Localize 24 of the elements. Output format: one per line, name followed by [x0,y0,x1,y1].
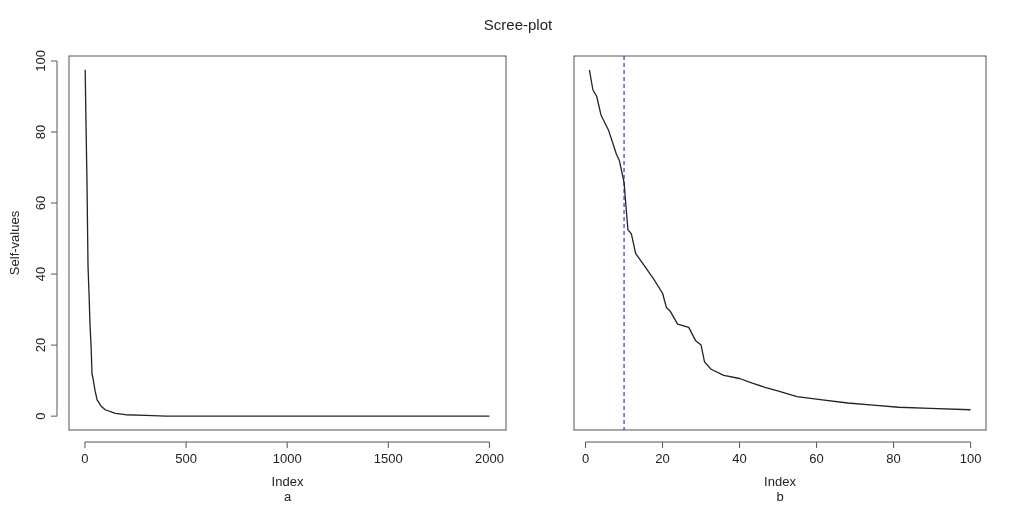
x-tick-label: 80 [886,451,901,466]
line-series [84,69,491,417]
y-tick-label: 60 [33,195,48,211]
y-tick-label: 100 [33,50,48,72]
x-tick-label: 20 [655,451,670,466]
text: a [283,489,292,504]
x-tick-label: 1500 [373,451,403,466]
x-tick-label: 0 [81,451,89,466]
x-tick-label: 100 [959,451,982,466]
y-axis-title: Self-values [7,210,22,276]
x-axis-title: Index [764,474,797,489]
y-tick-label: 0 [33,412,48,420]
y-tick-label: 40 [33,266,48,282]
text: b [776,489,784,504]
chart-title: Scree-plot [483,16,554,33]
x-tick-label: 0 [581,451,590,466]
x-tick-label: 500 [175,451,197,466]
x-axis-title: Index [271,474,304,489]
x-tick-label: 1000 [272,451,302,466]
x-tick-label: 60 [809,451,824,466]
x-tick-label: 40 [732,451,747,466]
x-tick-label: 2000 [474,451,504,466]
y-tick-label: 80 [33,124,48,140]
y-tick-label: 20 [33,337,48,353]
